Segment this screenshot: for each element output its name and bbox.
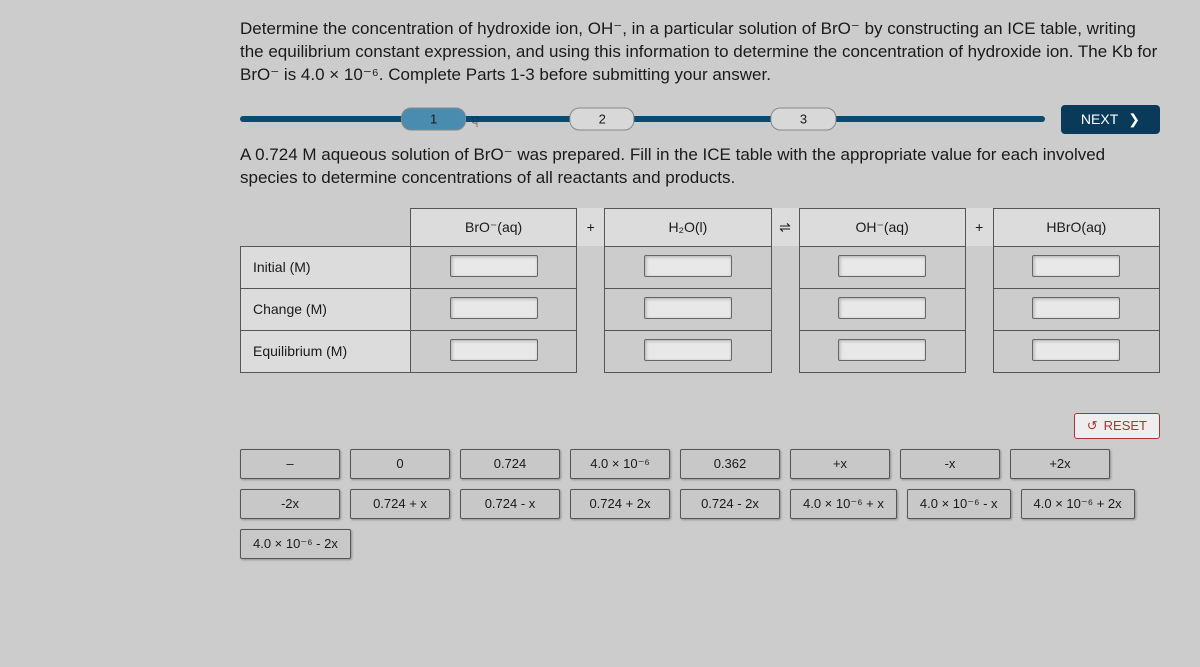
col-h2o: H₂O(l) bbox=[605, 208, 771, 246]
progress-track: 1 ☟ 2 3 bbox=[240, 116, 1045, 122]
step-2-pill[interactable]: 2 bbox=[570, 108, 635, 131]
row-equilibrium-label: Equilibrium (M) bbox=[241, 330, 411, 372]
tile[interactable]: -2x bbox=[240, 489, 340, 519]
hand-cursor-icon: ☟ bbox=[471, 114, 480, 131]
drop-slot[interactable] bbox=[1032, 255, 1120, 277]
tile[interactable]: 4.0 × 10⁻⁶ bbox=[570, 449, 670, 479]
drop-slot[interactable] bbox=[644, 255, 732, 277]
tile[interactable]: 0.724 - x bbox=[460, 489, 560, 519]
drop-slot[interactable] bbox=[1032, 339, 1120, 361]
tile[interactable]: 4.0 × 10⁻⁶ + 2x bbox=[1021, 489, 1135, 519]
drop-slot[interactable] bbox=[838, 255, 926, 277]
drop-slot[interactable] bbox=[838, 339, 926, 361]
drop-slot[interactable] bbox=[1032, 297, 1120, 319]
tile[interactable]: +2x bbox=[1010, 449, 1110, 479]
next-button[interactable]: NEXT ❯ bbox=[1061, 105, 1160, 134]
op-equilibrium: ⇌ bbox=[771, 208, 799, 246]
drop-slot[interactable] bbox=[644, 339, 732, 361]
drop-slot[interactable] bbox=[838, 297, 926, 319]
reset-label: RESET bbox=[1104, 418, 1147, 433]
question-text: Determine the concentration of hydroxide… bbox=[240, 18, 1160, 87]
tile[interactable]: 4.0 × 10⁻⁶ + x bbox=[790, 489, 897, 519]
tile[interactable]: 0.724 + 2x bbox=[570, 489, 670, 519]
tile[interactable]: 0 bbox=[350, 449, 450, 479]
drop-slot[interactable] bbox=[450, 339, 538, 361]
chevron-right-icon: ❯ bbox=[1128, 111, 1140, 128]
progress-bar: 1 ☟ 2 3 NEXT ❯ bbox=[240, 105, 1160, 134]
tile[interactable]: 0.724 - 2x bbox=[680, 489, 780, 519]
row-initial-label: Initial (M) bbox=[241, 246, 411, 288]
reset-button[interactable]: ↺ RESET bbox=[1074, 413, 1160, 439]
row-change-label: Change (M) bbox=[241, 288, 411, 330]
undo-icon: ↺ bbox=[1087, 418, 1098, 434]
tile[interactable]: 0.362 bbox=[680, 449, 780, 479]
drop-slot[interactable] bbox=[450, 297, 538, 319]
op-plus-1: + bbox=[577, 208, 605, 246]
tile[interactable]: 0.724 + x bbox=[350, 489, 450, 519]
col-hbro: HBrO(aq) bbox=[993, 208, 1159, 246]
tile[interactable]: 4.0 × 10⁻⁶ - 2x bbox=[240, 529, 351, 559]
next-label: NEXT bbox=[1081, 111, 1118, 127]
tile[interactable]: -x bbox=[900, 449, 1000, 479]
col-oh: OH⁻(aq) bbox=[799, 208, 965, 246]
part-prompt: A 0.724 M aqueous solution of BrO⁻ was p… bbox=[240, 144, 1160, 190]
ice-table: BrO⁻(aq) + H₂O(l) ⇌ OH⁻(aq) + HBrO(aq) I… bbox=[240, 208, 1160, 373]
op-plus-2: + bbox=[965, 208, 993, 246]
tile[interactable]: 4.0 × 10⁻⁶ - x bbox=[907, 489, 1011, 519]
answer-tiles: – 0 0.724 4.0 × 10⁻⁶ 0.362 +x -x +2x -2x… bbox=[240, 449, 1160, 559]
drop-slot[interactable] bbox=[450, 255, 538, 277]
step-1-pill[interactable]: 1 bbox=[401, 108, 466, 131]
tile[interactable]: +x bbox=[790, 449, 890, 479]
step-3-pill[interactable]: 3 bbox=[771, 108, 836, 131]
col-bro: BrO⁻(aq) bbox=[411, 208, 577, 246]
tile[interactable]: – bbox=[240, 449, 340, 479]
tile[interactable]: 0.724 bbox=[460, 449, 560, 479]
drop-slot[interactable] bbox=[644, 297, 732, 319]
